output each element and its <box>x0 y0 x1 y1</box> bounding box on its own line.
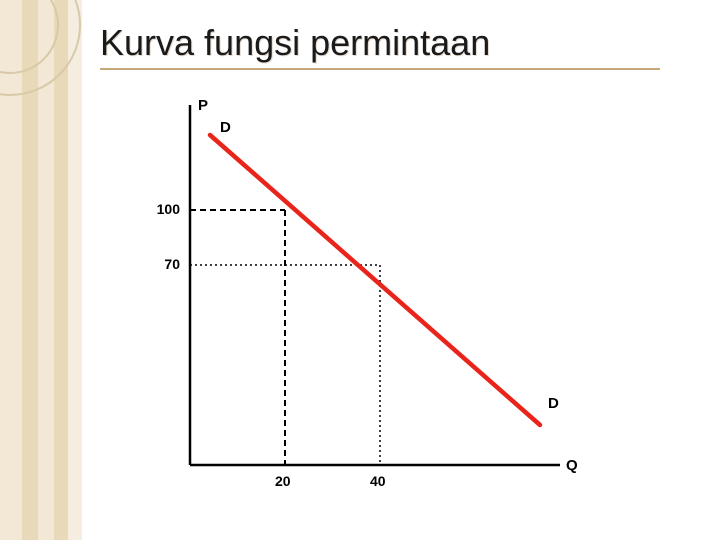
title-area: Kurva fungsi permintaan <box>100 22 490 64</box>
demand-chart <box>130 95 600 495</box>
chart-container: P Q D D 100 70 20 40 <box>130 95 600 495</box>
x-tick-label: 40 <box>370 473 386 489</box>
demand-end-label: D <box>548 395 559 412</box>
demand-start-label: D <box>220 119 231 136</box>
x-axis-label: Q <box>566 457 578 474</box>
left-decoration <box>0 0 90 540</box>
decoration-svg <box>0 0 120 540</box>
x-tick-label: 20 <box>275 473 291 489</box>
y-tick-label: 70 <box>164 256 180 272</box>
page-title: Kurva fungsi permintaan <box>100 22 490 64</box>
title-underline <box>100 68 660 70</box>
y-axis-label: P <box>198 97 208 114</box>
y-tick-label: 100 <box>157 201 180 217</box>
